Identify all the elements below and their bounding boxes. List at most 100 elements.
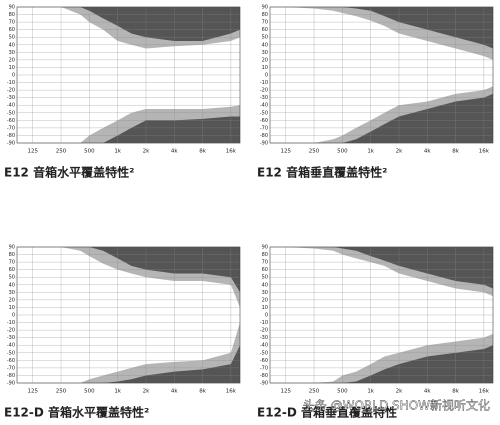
x-tick-label: 1k xyxy=(367,389,374,395)
y-tick-label: -40 xyxy=(260,343,268,349)
y-tick-label: 20 xyxy=(9,297,15,303)
x-tick-label: 8k xyxy=(199,389,206,395)
x-tick-label: 500 xyxy=(84,389,95,395)
y-tick-label: -90 xyxy=(7,141,15,147)
y-tick-label: 40 xyxy=(262,42,268,48)
x-tick-label: 1k xyxy=(114,389,121,395)
coverage-area xyxy=(17,247,240,293)
chart-title: E12-D 音箱垂直覆盖特性 xyxy=(257,405,397,420)
coverage-area xyxy=(17,345,240,383)
y-tick-label: 40 xyxy=(9,282,15,288)
x-tick-label: 8k xyxy=(452,389,459,395)
y-tick-label: -30 xyxy=(260,95,268,101)
x-tick-label: 250 xyxy=(309,389,320,395)
x-tick-label: 250 xyxy=(56,149,67,155)
y-tick-label: 90 xyxy=(262,245,268,251)
y-tick-label: 0 xyxy=(12,73,15,79)
chart-title: E12-D 音箱水平覆盖特性² xyxy=(4,405,149,420)
y-tick-label: 0 xyxy=(12,313,15,319)
y-tick-label: -20 xyxy=(260,328,268,334)
y-tick-label: -80 xyxy=(7,133,15,139)
y-tick-label: 90 xyxy=(9,5,15,11)
y-tick-label: -50 xyxy=(7,350,15,356)
plot-frame xyxy=(16,6,241,144)
y-tick-label: -60 xyxy=(7,358,15,364)
x-tick-label: 8k xyxy=(199,149,206,155)
y-tick-label: 50 xyxy=(9,35,15,41)
x-tick-label: 250 xyxy=(309,149,320,155)
x-tick-label: 16k xyxy=(226,389,237,395)
x-tick-label: 125 xyxy=(27,389,38,395)
y-tick-label: -80 xyxy=(7,373,15,379)
x-tick-label: 500 xyxy=(337,149,348,155)
y-tick-label: 10 xyxy=(262,65,268,71)
y-tick-label: 80 xyxy=(262,252,268,258)
x-tick-label: 1k xyxy=(367,149,374,155)
x-tick-label: 2k xyxy=(396,389,403,395)
coverage-area xyxy=(270,247,493,289)
y-tick-label: -40 xyxy=(7,343,15,349)
y-tick-label: 70 xyxy=(9,260,15,266)
y-tick-label: -80 xyxy=(260,133,268,139)
y-tick-label: 40 xyxy=(9,42,15,48)
x-tick-label: 4k xyxy=(424,149,431,155)
y-tick-label: -50 xyxy=(260,350,268,356)
y-tick-label: -20 xyxy=(7,88,15,94)
y-tick-label: 60 xyxy=(9,27,15,33)
y-tick-label: 20 xyxy=(9,57,15,63)
chart-title: E12 音箱垂直覆盖特性² xyxy=(257,165,387,180)
y-tick-label: 30 xyxy=(9,290,15,296)
plot-frame xyxy=(16,246,241,384)
y-tick-label: 60 xyxy=(262,267,268,273)
y-tick-label: 80 xyxy=(9,12,15,18)
y-tick-label: 50 xyxy=(262,275,268,281)
x-tick-label: 500 xyxy=(84,149,95,155)
y-tick-label: -70 xyxy=(7,125,15,131)
x-tick-label: 1k xyxy=(114,149,121,155)
x-tick-label: 4k xyxy=(171,389,178,395)
coverage-area xyxy=(270,93,493,143)
y-tick-label: -80 xyxy=(260,373,268,379)
y-tick-label: 70 xyxy=(262,20,268,26)
x-tick-label: 4k xyxy=(171,149,178,155)
y-tick-label: -20 xyxy=(260,88,268,94)
y-tick-label: 50 xyxy=(9,275,15,281)
y-tick-label: 10 xyxy=(9,65,15,71)
y-tick-label: -30 xyxy=(260,335,268,341)
y-tick-label: -70 xyxy=(7,365,15,371)
watermark: 头条 @WORLD SHOW新视听文化 xyxy=(303,398,490,413)
x-tick-label: 500 xyxy=(337,389,348,395)
x-tick-label: 125 xyxy=(280,389,291,395)
x-tick-label: 2k xyxy=(143,389,150,395)
y-tick-label: 80 xyxy=(262,12,268,18)
y-tick-label: -70 xyxy=(260,365,268,371)
y-tick-label: -10 xyxy=(260,320,268,326)
chart-title: E12 音箱水平覆盖特性² xyxy=(4,165,134,180)
plot-frame xyxy=(269,246,494,384)
x-tick-label: 16k xyxy=(479,149,490,155)
y-tick-label: -90 xyxy=(260,141,268,147)
y-tick-label: -50 xyxy=(7,110,15,116)
y-tick-label: 20 xyxy=(262,57,268,63)
y-tick-label: 20 xyxy=(262,297,268,303)
y-tick-label: 0 xyxy=(265,313,268,319)
y-tick-label: -10 xyxy=(7,80,15,86)
x-tick-label: 2k xyxy=(143,149,150,155)
y-tick-label: 10 xyxy=(9,305,15,311)
plot-frame xyxy=(269,6,494,144)
y-tick-label: -10 xyxy=(260,80,268,86)
y-tick-label: -50 xyxy=(260,110,268,116)
y-tick-label: 70 xyxy=(9,20,15,26)
y-tick-label: 60 xyxy=(9,267,15,273)
coverage-area xyxy=(17,7,240,41)
y-tick-label: -60 xyxy=(260,118,268,124)
y-tick-label: 70 xyxy=(262,260,268,266)
y-tick-label: 60 xyxy=(262,27,268,33)
y-tick-label: 90 xyxy=(9,245,15,251)
x-tick-label: 16k xyxy=(479,389,490,395)
coverage-area xyxy=(270,345,493,383)
x-tick-label: 125 xyxy=(280,149,291,155)
x-tick-label: 8k xyxy=(452,149,459,155)
y-tick-label: 80 xyxy=(9,252,15,258)
